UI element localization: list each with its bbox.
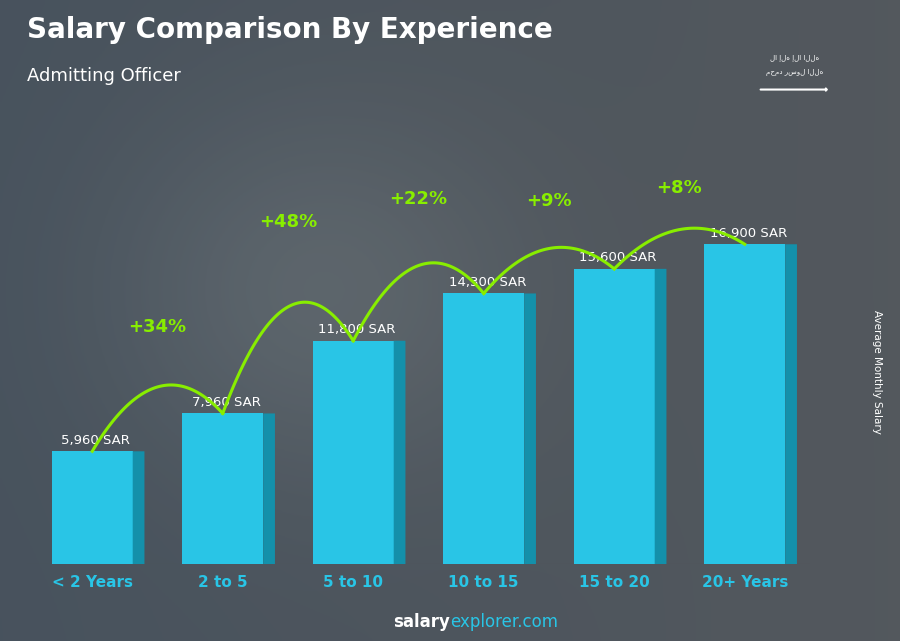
Text: لا إله إلا الله: لا إله إلا الله [770, 54, 819, 62]
Text: +48%: +48% [259, 213, 317, 231]
Text: Average Monthly Salary: Average Monthly Salary [872, 310, 883, 434]
Bar [183, 413, 263, 564]
Polygon shape [524, 294, 536, 564]
Text: 11,800 SAR: 11,800 SAR [318, 323, 395, 336]
Bar [444, 294, 524, 564]
Polygon shape [393, 341, 405, 564]
Text: Salary Comparison By Experience: Salary Comparison By Experience [27, 16, 553, 44]
Text: Admitting Officer: Admitting Officer [27, 67, 181, 85]
Polygon shape [132, 451, 144, 564]
Text: +34%: +34% [129, 318, 186, 336]
Bar [52, 451, 132, 564]
Text: 15,600 SAR: 15,600 SAR [579, 251, 656, 264]
Text: 7,960 SAR: 7,960 SAR [192, 395, 261, 409]
Text: محمد رسول الله: محمد رسول الله [766, 69, 823, 76]
Text: +22%: +22% [390, 190, 447, 208]
Text: salary: salary [393, 613, 450, 631]
Text: 5,960 SAR: 5,960 SAR [61, 433, 130, 447]
Polygon shape [654, 269, 666, 564]
Bar [313, 341, 393, 564]
Bar [574, 269, 654, 564]
Text: +9%: +9% [526, 192, 572, 210]
Bar [705, 244, 785, 564]
Polygon shape [785, 244, 797, 564]
Text: +8%: +8% [657, 179, 702, 197]
Polygon shape [263, 413, 275, 564]
Text: explorer.com: explorer.com [450, 613, 558, 631]
Text: 14,300 SAR: 14,300 SAR [448, 276, 526, 288]
Text: 16,900 SAR: 16,900 SAR [709, 226, 787, 240]
